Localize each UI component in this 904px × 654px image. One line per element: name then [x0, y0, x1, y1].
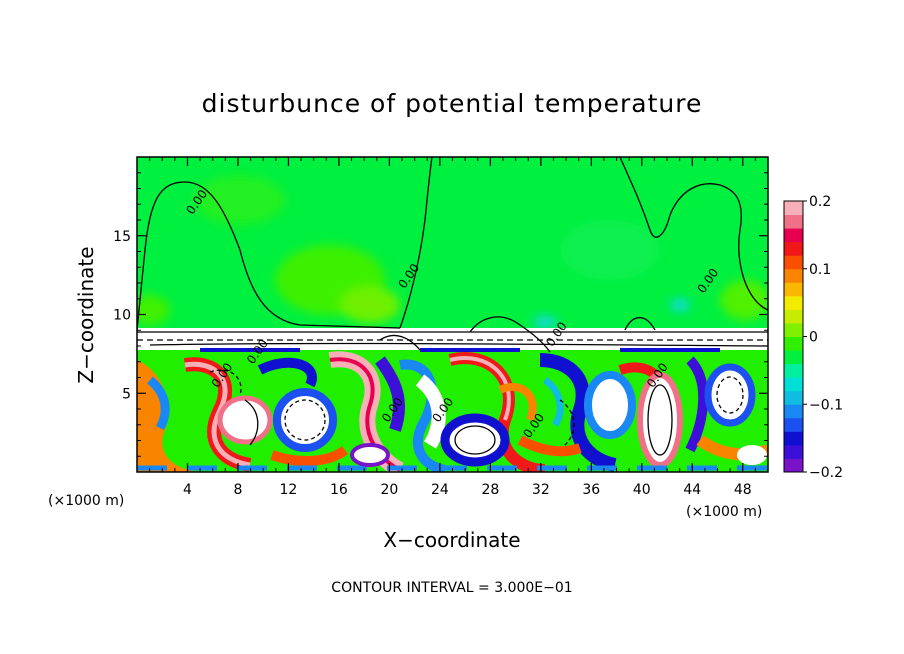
colorbar-tick-label: −0.2	[809, 465, 843, 481]
x-tick-label: 44	[683, 482, 701, 498]
x-tick-label: 8	[233, 482, 242, 498]
colorbar-swatch	[784, 336, 803, 351]
upper-layer-shading	[137, 175, 768, 328]
colorbar-swatch	[784, 390, 803, 405]
colorbar-swatch	[784, 444, 803, 459]
colorbar-swatch	[784, 214, 803, 229]
x-axis-label: X−coordinate	[383, 528, 520, 552]
x-tick-label: 28	[481, 482, 499, 498]
colorbar-swatch	[784, 417, 803, 432]
chart-title: disturbunce of potential temperature	[202, 89, 703, 118]
x-unit-label-left: (×1000 m)	[48, 493, 124, 509]
colorbar-swatch	[784, 322, 803, 337]
colorbar-swatch	[784, 201, 803, 216]
x-tick-label: 36	[582, 482, 600, 498]
colorbar-swatch	[784, 241, 803, 256]
x-unit-label-right: (×1000 m)	[686, 504, 762, 520]
colorbar-swatch	[784, 363, 803, 378]
colorbar-tick-label: 0.1	[809, 262, 831, 278]
colorbar-swatch	[784, 377, 803, 392]
colorbar-tick-label: 0	[809, 330, 818, 346]
colorbar-swatch	[784, 350, 803, 365]
colorbar-tick-label: −0.1	[809, 397, 843, 413]
colorbar-swatch	[784, 295, 803, 310]
colorbar-swatch	[784, 404, 803, 419]
colorbar-swatch	[784, 268, 803, 283]
colorbar	[784, 201, 803, 473]
colorbar-swatch	[784, 282, 803, 297]
x-tick-label: 24	[431, 482, 449, 498]
contour-interval-note: CONTOUR INTERVAL = 3.000E−01	[331, 580, 572, 596]
x-tick-label: 12	[280, 482, 298, 498]
colorbar-swatch	[784, 431, 803, 446]
x-tick-label: 20	[380, 482, 398, 498]
y-axis-label: Z−coordinate	[74, 246, 98, 383]
colorbar-swatch	[784, 458, 803, 473]
colorbar-ticks: 0.2 0.1 0 −0.1 −0.2	[803, 194, 843, 481]
y-tick-label: 5	[122, 386, 131, 402]
x-tick-label: 4	[183, 482, 192, 498]
y-tick-label: 10	[113, 308, 131, 324]
colorbar-swatch	[784, 228, 803, 243]
y-axis-ticks: 5 10 15	[113, 172, 768, 457]
plot-area: 0.000.00 0.000.000.000.00 0.000.00 0.000.00	[137, 157, 768, 472]
x-tick-label: 16	[330, 482, 348, 498]
colorbar-tick-label: 0.2	[809, 194, 831, 210]
x-tick-label: 40	[633, 482, 651, 498]
x-tick-label: 32	[532, 482, 550, 498]
y-tick-label: 15	[113, 229, 131, 245]
colorbar-swatch	[784, 255, 803, 270]
contour-lines	[137, 157, 768, 456]
x-tick-label: 48	[734, 482, 752, 498]
colorbar-swatch	[784, 309, 803, 324]
x-axis-ticks: 4 8 12 16 20 24 28 32 36 40 44 48	[149, 157, 756, 498]
